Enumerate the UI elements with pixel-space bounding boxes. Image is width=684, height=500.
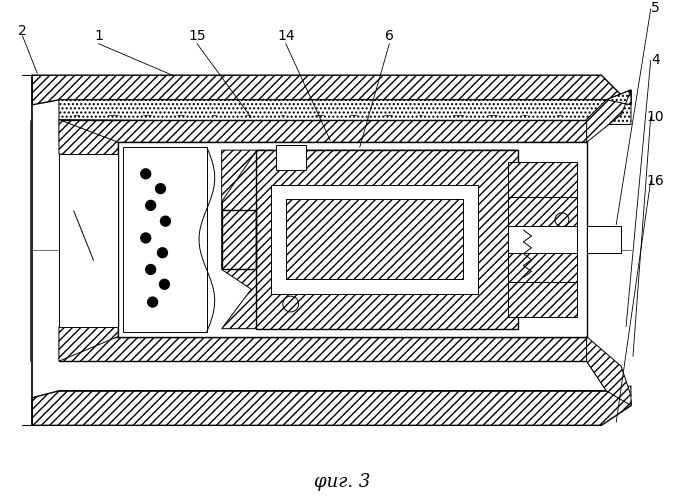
- Bar: [271, 184, 478, 294]
- Bar: [118, 142, 587, 336]
- Bar: [508, 282, 577, 317]
- Circle shape: [161, 216, 170, 226]
- Polygon shape: [222, 150, 518, 328]
- Bar: [508, 196, 577, 226]
- Circle shape: [148, 297, 157, 307]
- Circle shape: [155, 184, 166, 194]
- Text: 14: 14: [277, 28, 295, 42]
- Polygon shape: [587, 336, 631, 406]
- Circle shape: [141, 233, 150, 243]
- Bar: [508, 252, 577, 282]
- Polygon shape: [222, 150, 518, 328]
- Circle shape: [146, 200, 155, 210]
- Polygon shape: [587, 100, 621, 119]
- Polygon shape: [32, 391, 631, 426]
- Bar: [508, 162, 577, 196]
- Bar: [276, 145, 306, 170]
- Polygon shape: [587, 90, 631, 142]
- Text: 6: 6: [385, 28, 394, 42]
- Bar: [123, 147, 207, 332]
- Polygon shape: [59, 386, 631, 396]
- Text: 10: 10: [647, 110, 664, 124]
- Bar: [59, 154, 118, 326]
- Circle shape: [157, 248, 168, 258]
- Polygon shape: [59, 322, 118, 361]
- Bar: [286, 200, 463, 280]
- Text: 15: 15: [188, 28, 206, 42]
- Polygon shape: [587, 361, 621, 391]
- Text: 2: 2: [18, 24, 27, 38]
- Text: 4: 4: [651, 54, 660, 68]
- Text: 1: 1: [94, 28, 103, 42]
- Bar: [59, 120, 587, 142]
- Circle shape: [146, 264, 155, 274]
- Circle shape: [159, 280, 170, 289]
- Text: φиг. 3: φиг. 3: [314, 472, 370, 490]
- Polygon shape: [32, 75, 631, 105]
- Polygon shape: [59, 90, 631, 124]
- Bar: [587, 226, 621, 253]
- Text: 16: 16: [647, 174, 665, 188]
- Bar: [59, 336, 587, 361]
- Circle shape: [141, 169, 150, 179]
- Text: 5: 5: [651, 1, 660, 15]
- Polygon shape: [222, 150, 518, 230]
- Polygon shape: [59, 120, 118, 157]
- Bar: [508, 162, 577, 317]
